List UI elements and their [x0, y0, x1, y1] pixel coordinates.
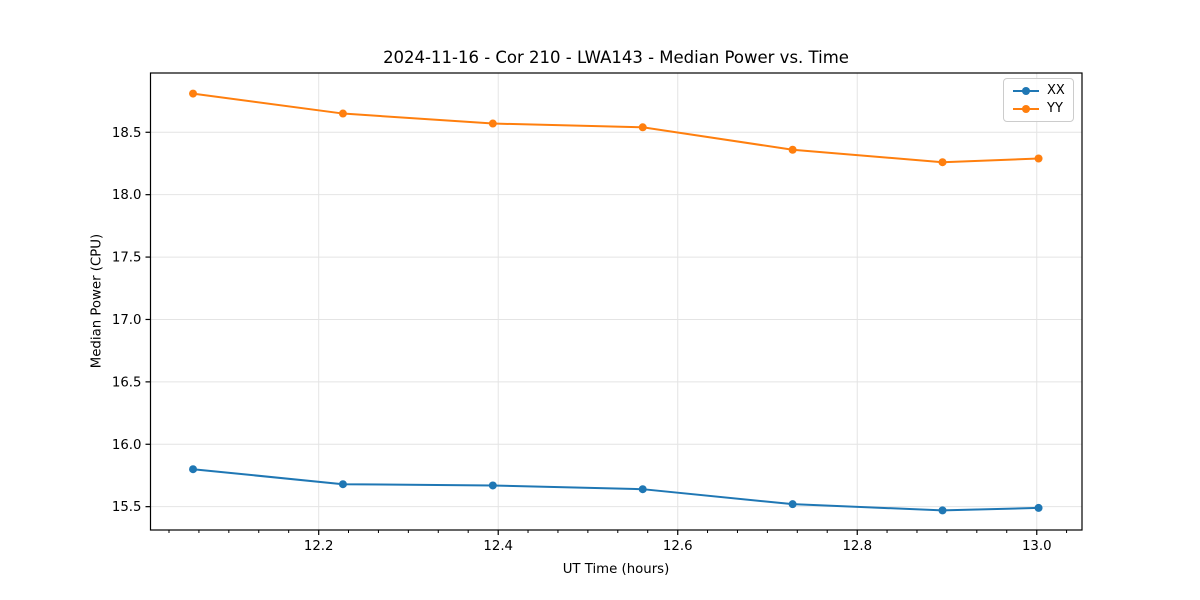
x-tick-label: 13.0	[1022, 539, 1052, 554]
y-tick-label: 17.5	[112, 251, 142, 266]
data-point-xx-2	[488, 481, 497, 490]
data-point-xx-0	[189, 465, 198, 474]
x-tick-label: 12.6	[663, 539, 693, 554]
legend-item-yy: YY	[1011, 101, 1066, 118]
series-line-yy	[192, 92, 1039, 164]
x-tick-label: 12.2	[304, 539, 334, 554]
y-tick-label: 16.0	[112, 438, 142, 453]
series-line-xx	[192, 468, 1039, 512]
legend: XX YY	[1003, 78, 1074, 122]
data-point-xx-1	[338, 480, 347, 489]
y-tick-label: 18.5	[112, 126, 142, 141]
data-point-yy-1	[338, 109, 347, 118]
data-point-yy-0	[189, 89, 198, 98]
legend-label-xx: XX	[1047, 82, 1065, 98]
y-tick-label: 18.0	[112, 188, 142, 203]
legend-line-sample-yy	[1013, 105, 1039, 114]
legend-line-sample-xx	[1013, 86, 1039, 95]
x-tick-label: 12.4	[483, 539, 513, 554]
chart-title: 2024-11-16 - Cor 210 - LWA143 - Median P…	[383, 48, 849, 67]
data-point-yy-2	[488, 119, 497, 128]
data-point-xx-4	[788, 500, 797, 509]
y-tick-label: 16.5	[112, 375, 142, 390]
data-point-yy-4	[788, 145, 797, 154]
data-point-yy-6	[1034, 154, 1043, 163]
data-point-xx-6	[1034, 503, 1043, 512]
axes-spines	[149, 72, 1083, 531]
x-tick-label: 12.8	[842, 539, 872, 554]
data-point-yy-5	[938, 158, 947, 167]
x-axis-label: UT Time (hours)	[562, 562, 670, 577]
legend-label-yy: YY	[1047, 101, 1063, 117]
legend-item-xx: XX	[1011, 82, 1066, 99]
y-tick-label: 15.5	[112, 500, 142, 515]
data-point-yy-3	[638, 123, 647, 132]
data-point-xx-3	[638, 485, 647, 494]
y-tick-label: 17.0	[112, 313, 142, 328]
data-point-xx-5	[938, 506, 947, 515]
